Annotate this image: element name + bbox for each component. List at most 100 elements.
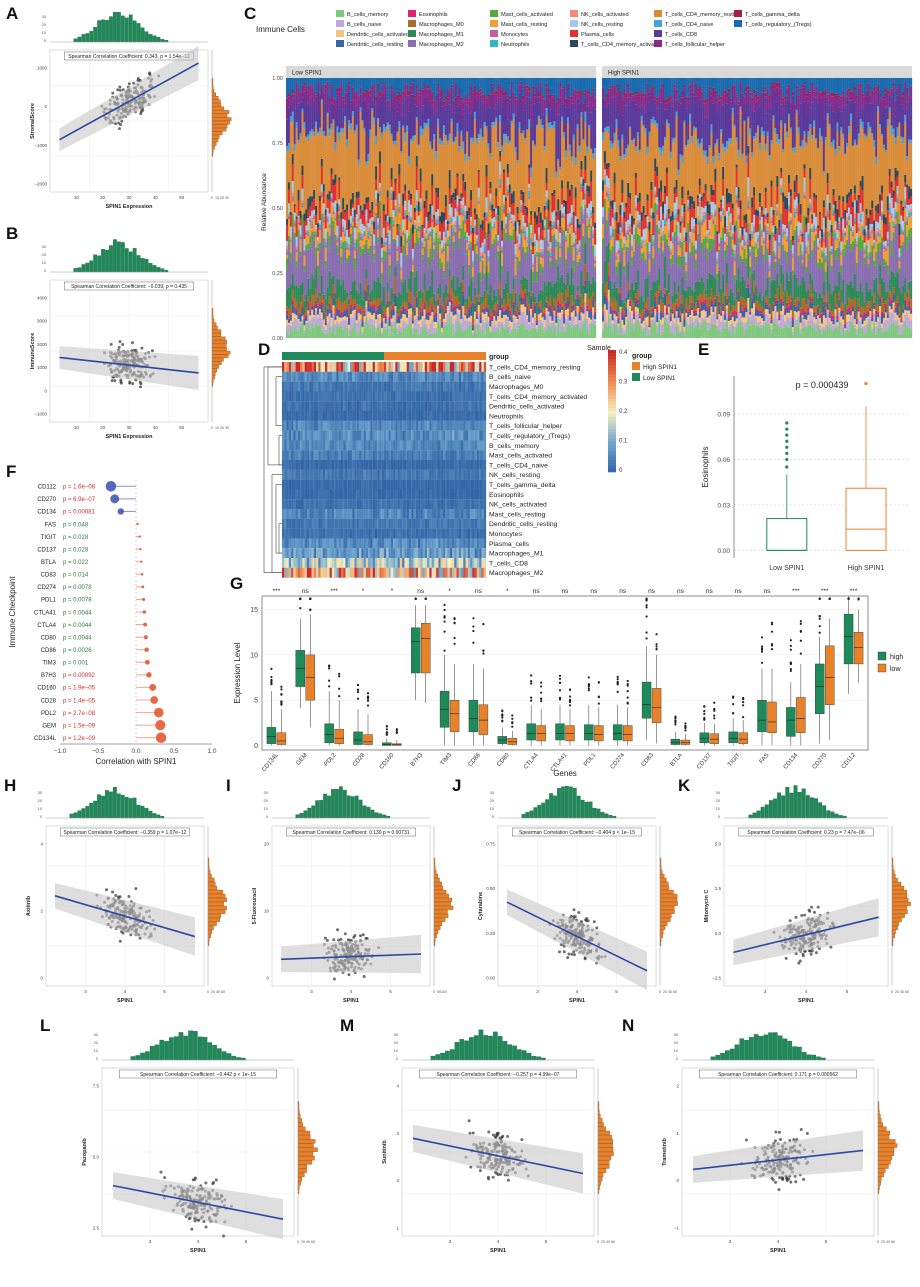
top-histogram-bar <box>592 807 597 819</box>
stacked-segment <box>489 318 492 327</box>
stacked-segment <box>317 243 320 248</box>
top-histogram-tick: 20 <box>94 1040 99 1045</box>
stacked-segment <box>427 268 430 290</box>
scatter-point <box>562 950 566 954</box>
stacked-segment <box>419 298 422 308</box>
y-tick-label: 5.0 <box>715 842 722 847</box>
scatter-point <box>139 385 143 389</box>
stacked-segment <box>318 324 322 338</box>
stacked-segment <box>408 303 411 310</box>
stacked-segment <box>444 297 447 306</box>
stacked-segment <box>363 93 366 96</box>
stacked-segment <box>303 265 306 272</box>
stacked-segment <box>297 321 300 332</box>
stacked-segment <box>400 318 403 328</box>
stacked-segment <box>435 300 438 308</box>
stacked-segment <box>427 221 430 229</box>
stacked-segment <box>307 322 310 338</box>
stacked-segment <box>411 323 415 329</box>
stacked-segment <box>472 227 475 234</box>
legend-label: T_cells_follicular_helper <box>665 42 725 48</box>
stacked-segment <box>303 317 306 319</box>
top-histogram-bar <box>536 1056 541 1061</box>
legend-swatch <box>336 40 344 47</box>
stacked-segment <box>475 333 478 338</box>
stacked-segment <box>326 218 329 223</box>
stacked-segment <box>338 78 341 88</box>
right-histogram-bar <box>297 1143 314 1148</box>
stacked-segment <box>392 220 395 224</box>
panel-letter-e: E <box>698 340 710 359</box>
scatter-point <box>798 959 802 963</box>
stacked-segment <box>305 245 308 251</box>
stacked-segment <box>396 94 399 98</box>
stacked-segment <box>324 228 327 239</box>
stacked-segment <box>309 246 312 289</box>
stacked-segment <box>425 88 428 90</box>
stacked-segment <box>384 245 387 252</box>
stacked-segment <box>491 227 494 229</box>
stacked-segment <box>514 310 517 313</box>
stacked-segment <box>437 125 440 188</box>
stacked-segment <box>355 198 358 215</box>
stacked-segment <box>441 94 444 107</box>
right-histogram-bar <box>891 889 908 894</box>
stacked-segment <box>489 284 492 310</box>
right-histogram-bar <box>211 368 218 373</box>
stacked-segment <box>466 320 469 329</box>
top-histogram-bar <box>809 797 814 819</box>
stacked-segment <box>357 308 360 312</box>
stacked-segment <box>468 247 471 251</box>
stacked-segment <box>439 78 442 90</box>
stacked-segment <box>332 293 335 298</box>
scatter-point <box>567 952 571 956</box>
stacked-segment <box>499 298 502 311</box>
stacked-segment <box>324 241 327 246</box>
top-histogram-tick: 10 <box>42 30 47 35</box>
stacked-segment <box>332 179 335 186</box>
stacked-segment <box>495 90 498 95</box>
stacked-segment <box>508 320 511 326</box>
y-tick-label: 2.5 <box>93 1226 100 1231</box>
stacked-segment <box>377 218 380 223</box>
stacked-segment <box>322 219 325 223</box>
stacked-segment <box>322 238 325 244</box>
stacked-segment <box>448 269 451 277</box>
stacked-segment <box>472 91 475 93</box>
stacked-segment <box>508 103 511 141</box>
stacked-segment <box>346 139 349 147</box>
stacked-segment <box>396 235 399 247</box>
stacked-segment <box>328 128 331 137</box>
stacked-segment <box>472 332 475 335</box>
stacked-segment <box>289 285 292 306</box>
right-histogram-tick: 60 <box>311 1240 315 1244</box>
stacked-segment <box>286 225 289 241</box>
stacked-segment <box>501 245 504 248</box>
stacked-segment <box>506 293 509 306</box>
scatter-point <box>117 121 121 125</box>
stacked-segment <box>510 293 513 309</box>
stacked-segment <box>351 281 354 300</box>
stacked-segment <box>452 231 455 237</box>
stacked-segment <box>439 240 442 245</box>
stacked-segment <box>402 245 405 255</box>
stacked-segment <box>512 326 515 338</box>
right-histogram-tick: 20 <box>895 990 899 994</box>
stacked-segment <box>472 302 475 318</box>
stacked-segment <box>332 275 335 285</box>
stacked-segment <box>386 321 389 338</box>
stacked-segment <box>371 234 374 241</box>
stacked-segment <box>489 210 492 222</box>
stacked-segment <box>382 123 385 131</box>
stacked-segment <box>454 82 457 84</box>
stacked-segment <box>317 325 320 338</box>
right-histogram-bar <box>891 905 907 910</box>
stacked-segment <box>503 201 506 205</box>
stacked-segment <box>344 240 347 248</box>
stacked-segment <box>379 190 382 195</box>
stacked-segment <box>355 320 358 324</box>
y-tick-label: 4000 <box>37 296 48 301</box>
stacked-segment <box>510 322 513 329</box>
stacked-segment <box>369 226 372 231</box>
